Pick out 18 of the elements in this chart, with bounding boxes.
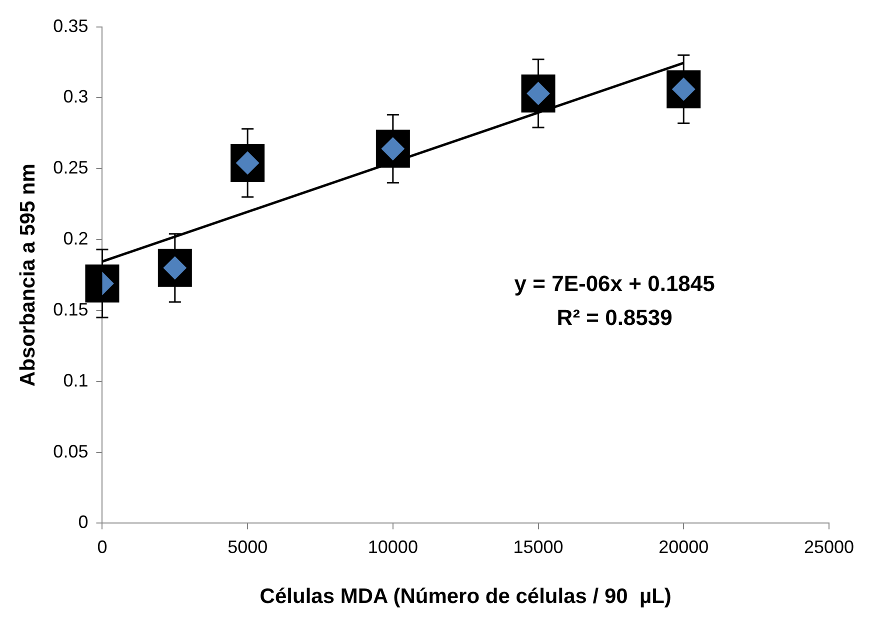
annotation: y = 7E-06x + 0.1845 bbox=[514, 270, 715, 296]
y-tick-label: 0.15 bbox=[53, 299, 88, 320]
y-tick-label: 0.1 bbox=[63, 370, 88, 390]
x-tick-label: 25000 bbox=[804, 536, 854, 557]
x-tick-label: 20000 bbox=[658, 536, 709, 557]
y-tick-label: 0.05 bbox=[53, 441, 88, 462]
x-tick-label: 10000 bbox=[368, 536, 418, 557]
y-tick-label: 0.35 bbox=[53, 16, 88, 36]
y-axis-title: Absorbancia a 595 nm bbox=[16, 164, 40, 386]
y-tick-label: 0.25 bbox=[53, 158, 88, 178]
y-tick-label: 0.2 bbox=[63, 228, 88, 249]
x-axis-title: Células MDA (Número de células / 90 µL) bbox=[260, 585, 672, 608]
x-tick-label: 0 bbox=[97, 536, 108, 557]
x-tick-label: 5000 bbox=[228, 536, 268, 557]
y-tick-label: 0.3 bbox=[63, 86, 88, 107]
x-tick-label: 15000 bbox=[513, 536, 564, 557]
annotation: R² = 0.8539 bbox=[556, 304, 672, 330]
y-tick-label: 0 bbox=[78, 512, 88, 532]
